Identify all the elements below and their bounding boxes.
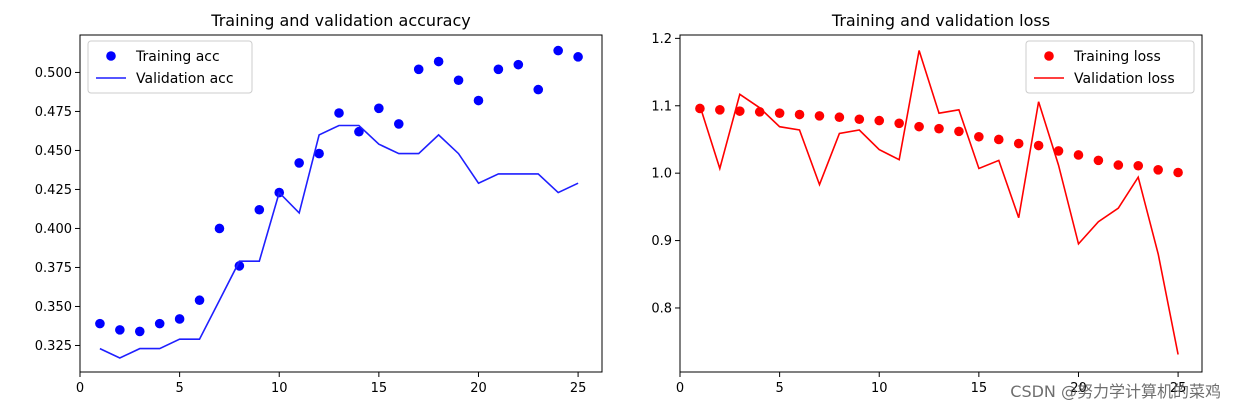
- training-loss-point: [993, 134, 1004, 145]
- legend-training-acc-swatch: [106, 51, 116, 61]
- y-tick-label: 1.0: [651, 167, 672, 182]
- training-acc-point: [573, 52, 583, 62]
- x-tick-label: 20: [470, 381, 487, 396]
- training-loss-point: [1173, 167, 1183, 178]
- training-acc-point: [553, 45, 563, 56]
- chart-title: Training and validation loss: [831, 11, 1050, 30]
- training-acc-point: [115, 325, 125, 335]
- y-tick-label: 1.1: [651, 99, 672, 114]
- legend-training-loss-swatch: [1044, 51, 1054, 61]
- training-loss-point: [1073, 150, 1084, 160]
- plot-frame: [79, 34, 603, 373]
- training-loss-point: [954, 126, 964, 137]
- y-tick-label: 0.325: [35, 339, 72, 354]
- y-tick-label: 0.425: [35, 183, 72, 198]
- training-acc-point: [134, 326, 145, 337]
- training-acc-point: [254, 204, 265, 215]
- y-tick-label: 0.450: [35, 144, 72, 159]
- training-loss-point: [1053, 146, 1064, 156]
- legend-box: [87, 40, 253, 94]
- training-acc-point: [473, 95, 484, 106]
- training-loss-point: [1153, 165, 1163, 175]
- y-tick-label: 0.500: [35, 66, 72, 81]
- x-tick-label: 15: [371, 381, 388, 396]
- legend-validation-loss-label: Validation loss: [1074, 71, 1175, 87]
- training-loss-point: [715, 105, 725, 115]
- training-acc-point: [314, 148, 324, 159]
- y-tick-label: 0.350: [35, 300, 72, 315]
- training-acc-point: [374, 103, 384, 114]
- x-tick-label: 5: [775, 381, 783, 396]
- training-loss-point: [854, 114, 865, 125]
- training-acc-point: [194, 295, 205, 306]
- training-loss-point: [1013, 138, 1024, 149]
- y-tick-label: 0.400: [35, 222, 72, 237]
- loss-chart: Training and validation loss 0 5 10 15 20 25 0.…: [651, 11, 1203, 396]
- plot-frame: [679, 34, 1203, 373]
- training-acc-point: [413, 64, 424, 75]
- legend-training-loss-label: Training loss: [1073, 49, 1161, 65]
- training-loss-point: [774, 108, 785, 118]
- training-loss-point: [1033, 140, 1044, 151]
- y-tick-label: 0.9: [651, 234, 672, 249]
- y-tick-label: 0.375: [35, 261, 72, 276]
- training-acc-point: [453, 75, 464, 86]
- training-acc-point: [234, 261, 245, 271]
- training-acc-point: [214, 223, 225, 234]
- x-tick-label: 10: [871, 381, 888, 396]
- validation-acc-line: [99, 124, 579, 359]
- training-loss-point: [1133, 160, 1144, 171]
- y-tick-label: 1.2: [651, 32, 672, 47]
- x-tick-label: 5: [175, 381, 183, 396]
- training-acc-point: [433, 56, 444, 67]
- training-loss-point: [894, 118, 904, 129]
- training-loss-point: [974, 131, 984, 142]
- training-acc-point: [493, 64, 504, 75]
- training-acc-point: [95, 318, 105, 329]
- training-acc-point: [354, 126, 364, 137]
- x-tick-label: 25: [1170, 381, 1187, 396]
- training-loss-point: [794, 109, 805, 120]
- accuracy-chart: Training and validation accuracy 0 5 10 15 20…: [35, 11, 603, 396]
- training-loss-point: [1113, 160, 1124, 170]
- legend: Training loss Validation loss: [1025, 40, 1195, 94]
- training-acc-point: [154, 318, 165, 329]
- training-acc-point: [174, 314, 185, 324]
- training-acc-point: [513, 59, 524, 70]
- x-tick-label: 15: [971, 381, 988, 396]
- y-tick-label: 0.8: [651, 301, 672, 316]
- training-acc-point: [334, 108, 344, 118]
- training-acc-point: [533, 84, 544, 95]
- legend: Training acc Validation acc: [87, 40, 253, 94]
- legend-training-acc-label: Training acc: [135, 49, 220, 65]
- training-loss-point: [874, 115, 885, 126]
- legend-validation-acc-label: Validation acc: [136, 71, 234, 87]
- training-loss-point: [934, 123, 944, 134]
- x-tick-label: 10: [271, 381, 288, 396]
- training-loss-point: [914, 121, 924, 132]
- x-tick-label: 25: [570, 381, 587, 396]
- training-acc-point: [294, 158, 304, 168]
- training-loss-point: [814, 111, 825, 121]
- validation-loss-line: [699, 50, 1179, 355]
- y-tick-label: 0.475: [35, 105, 72, 120]
- x-tick-label: 20: [1070, 381, 1087, 396]
- training-loss-point: [1093, 155, 1104, 166]
- legend-box: [1025, 40, 1195, 94]
- training-acc-point: [393, 119, 404, 129]
- x-tick-label: 0: [76, 381, 84, 396]
- chart-title: Training and validation accuracy: [210, 11, 470, 30]
- watermark-text: CSDN @努力学计算机的菜鸡: [1010, 382, 1221, 401]
- training-loss-point: [834, 112, 845, 123]
- training-loss-point: [734, 106, 745, 116]
- x-tick-label: 0: [676, 381, 684, 396]
